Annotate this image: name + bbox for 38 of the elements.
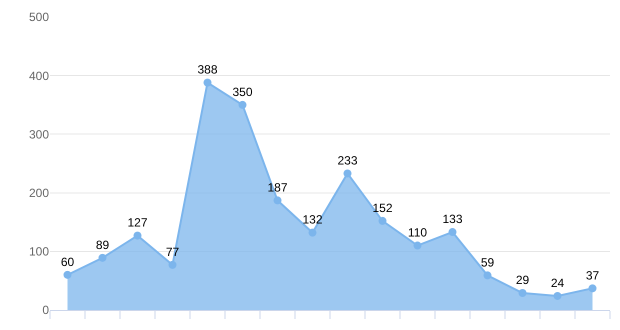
data-label: 388 bbox=[197, 62, 218, 77]
data-label: 132 bbox=[302, 212, 323, 227]
y-tick-label: 200 bbox=[28, 186, 50, 200]
data-label: 37 bbox=[586, 268, 600, 282]
point bbox=[448, 228, 456, 236]
data-label: 77 bbox=[166, 244, 180, 259]
data-label: 187 bbox=[267, 180, 288, 194]
point bbox=[518, 289, 526, 298]
point bbox=[134, 232, 142, 240]
y-tick-label: 0 bbox=[42, 303, 50, 318]
point bbox=[484, 271, 492, 280]
y-tick-label: 100 bbox=[28, 244, 50, 259]
data-label: 152 bbox=[372, 200, 393, 215]
point bbox=[554, 292, 562, 300]
point bbox=[588, 284, 596, 292]
data-label: 29 bbox=[516, 273, 530, 288]
data-label: 110 bbox=[408, 226, 428, 240]
data-label: 233 bbox=[337, 153, 358, 168]
point bbox=[308, 228, 316, 237]
y-tick-label: 400 bbox=[28, 68, 50, 83]
point bbox=[344, 169, 352, 178]
data-label: 127 bbox=[127, 216, 148, 230]
point bbox=[204, 78, 212, 87]
point bbox=[274, 196, 282, 204]
point bbox=[168, 260, 176, 269]
data-label: 133 bbox=[442, 212, 463, 226]
y-tick-label: 300 bbox=[28, 127, 50, 142]
point bbox=[238, 100, 246, 109]
point bbox=[378, 216, 386, 225]
data-label: 89 bbox=[96, 238, 110, 252]
point bbox=[98, 254, 106, 262]
data-label: 59 bbox=[480, 255, 494, 270]
data-label: 24 bbox=[550, 276, 564, 290]
data-label: 60 bbox=[60, 254, 74, 269]
y-tick-label: 500 bbox=[28, 10, 50, 24]
point bbox=[414, 242, 422, 250]
point bbox=[64, 270, 72, 279]
data-label: 350 bbox=[232, 84, 253, 99]
